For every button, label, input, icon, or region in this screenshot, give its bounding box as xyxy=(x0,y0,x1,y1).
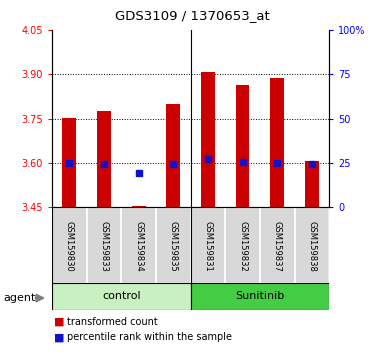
Text: Sunitinib: Sunitinib xyxy=(235,291,285,302)
Text: GSM159837: GSM159837 xyxy=(273,221,282,272)
Bar xyxy=(305,161,319,207)
Text: ■: ■ xyxy=(54,317,64,327)
Text: GSM159835: GSM159835 xyxy=(169,221,178,272)
Bar xyxy=(201,72,215,207)
FancyBboxPatch shape xyxy=(295,207,329,285)
Text: ■: ■ xyxy=(54,332,64,342)
Bar xyxy=(62,118,76,207)
Text: percentile rank within the sample: percentile rank within the sample xyxy=(67,332,233,342)
FancyBboxPatch shape xyxy=(87,207,121,285)
FancyBboxPatch shape xyxy=(52,283,191,310)
Text: GSM159832: GSM159832 xyxy=(238,221,247,272)
FancyBboxPatch shape xyxy=(225,207,260,285)
FancyBboxPatch shape xyxy=(191,283,329,310)
Text: GDS3109 / 1370653_at: GDS3109 / 1370653_at xyxy=(115,9,270,22)
FancyBboxPatch shape xyxy=(156,207,191,285)
FancyBboxPatch shape xyxy=(191,207,225,285)
FancyBboxPatch shape xyxy=(260,207,295,285)
FancyBboxPatch shape xyxy=(121,207,156,285)
Bar xyxy=(97,111,111,207)
Text: GSM159833: GSM159833 xyxy=(99,221,109,272)
Text: agent: agent xyxy=(4,293,36,303)
Text: GSM159830: GSM159830 xyxy=(65,221,74,272)
Text: transformed count: transformed count xyxy=(67,317,158,327)
Text: control: control xyxy=(102,291,141,302)
Text: GSM159834: GSM159834 xyxy=(134,221,143,272)
Bar xyxy=(166,104,180,207)
Text: GSM159831: GSM159831 xyxy=(203,221,213,272)
Bar xyxy=(270,78,284,207)
FancyBboxPatch shape xyxy=(52,207,87,285)
Text: GSM159838: GSM159838 xyxy=(307,221,316,272)
Bar xyxy=(236,85,249,207)
Bar xyxy=(132,206,146,207)
